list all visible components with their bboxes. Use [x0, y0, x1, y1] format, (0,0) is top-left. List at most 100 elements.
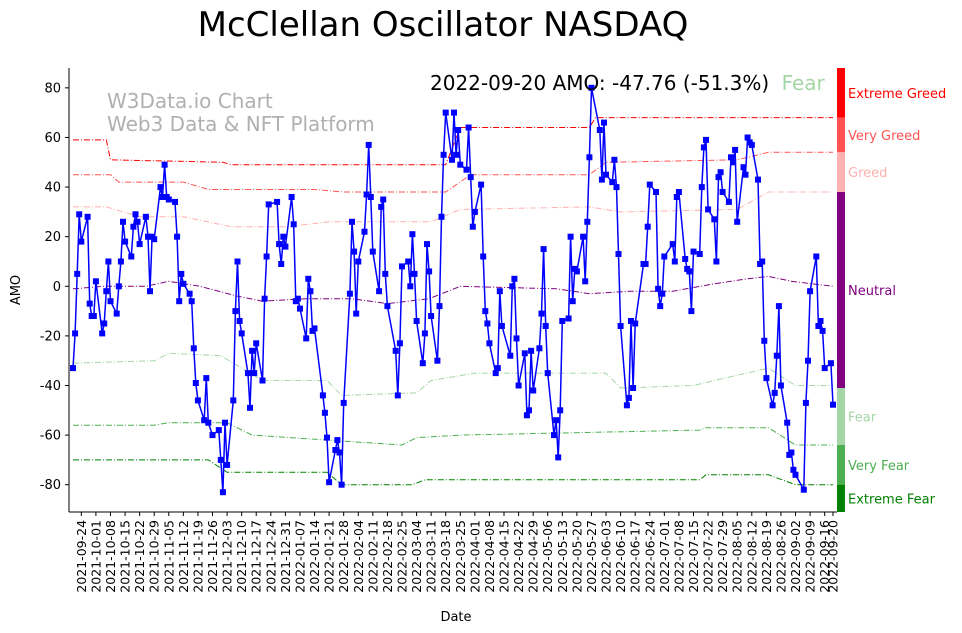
- amo-point: [673, 194, 680, 200]
- amo-point: [290, 221, 297, 228]
- amo-point: [567, 233, 574, 240]
- amo-point: [90, 313, 97, 319]
- amo-point: [792, 471, 799, 478]
- amo-point: [332, 447, 339, 453]
- amo-point: [565, 315, 572, 322]
- x-axis-ticks: 2021-09-24 2021-10-01 2021-10-08 2021-10-15…: [74, 512, 841, 593]
- x-tick-label: 2021-09-24: [74, 520, 89, 593]
- amo-point: [70, 365, 76, 372]
- amo-point: [480, 253, 487, 260]
- x-tick-label: 2022-02-25: [395, 520, 410, 593]
- amo-point: [274, 198, 281, 205]
- amo-point: [453, 151, 460, 158]
- amo-point: [159, 194, 166, 200]
- amo-point: [580, 233, 587, 240]
- x-tick-label: 2021-12-24: [263, 520, 278, 593]
- amo-point: [669, 241, 676, 248]
- amo-point: [336, 449, 343, 456]
- x-tick-label: 2022-05-20: [569, 520, 584, 593]
- amo-point: [205, 419, 212, 426]
- zone-band-0: [837, 68, 845, 118]
- amo-point: [232, 308, 239, 315]
- amo-point: [99, 330, 106, 337]
- x-tick-label: 2022-09-09: [803, 520, 818, 593]
- amo-point: [609, 179, 616, 186]
- amo-point: [657, 303, 664, 310]
- watermark-line-2: Web3 Data & NFT Platform: [107, 112, 375, 136]
- amo-point: [367, 194, 374, 200]
- y-tick-label: 80: [44, 81, 61, 96]
- amo-point: [86, 300, 93, 307]
- amo-point: [732, 146, 739, 153]
- amo-point: [92, 278, 99, 285]
- y-tick-label: 40: [44, 181, 61, 196]
- amo-point: [544, 370, 551, 377]
- amo-point: [526, 407, 532, 414]
- x-tick-label: 2021-11-12: [176, 520, 191, 593]
- y-tick-label: -80: [40, 478, 61, 493]
- amo-point: [705, 206, 712, 213]
- x-tick-label: 2021-11-19: [190, 520, 205, 593]
- amo-point: [363, 191, 370, 198]
- amo-point: [521, 350, 528, 357]
- amo-point: [611, 156, 618, 163]
- amo-point: [392, 347, 399, 354]
- x-tick-label: 2022-03-11: [424, 520, 439, 593]
- amo-point: [467, 174, 474, 181]
- amo-point: [440, 151, 447, 158]
- amo-point: [813, 253, 820, 260]
- band-line-2: [73, 151, 833, 193]
- amo-point: [748, 141, 755, 148]
- amo-point: [713, 258, 720, 265]
- amo-point: [773, 352, 780, 359]
- amo-point: [802, 399, 809, 406]
- amo-point: [105, 258, 112, 265]
- amo-point: [201, 417, 208, 424]
- x-tick-label: 2022-01-28: [336, 520, 351, 593]
- amo-point: [265, 201, 272, 208]
- amo-point: [192, 380, 199, 386]
- x-tick-label: 2022-06-10: [613, 520, 628, 593]
- amo-point: [117, 258, 124, 265]
- amo-point: [151, 236, 158, 243]
- amo-point: [72, 330, 79, 337]
- amo-point: [230, 397, 237, 404]
- amo-point: [449, 156, 455, 163]
- zone-label: Very Fear: [848, 459, 910, 474]
- amo-point: [455, 127, 462, 133]
- amo-point: [557, 407, 564, 414]
- amo-point: [107, 298, 114, 305]
- x-tick-label: 2021-10-15: [118, 520, 133, 593]
- amo-point: [542, 323, 549, 329]
- amo-point: [690, 248, 697, 255]
- zone-band-3: [837, 192, 845, 388]
- amo-point: [145, 233, 151, 240]
- amo-point: [438, 213, 445, 220]
- x-tick-label: 2021-10-22: [132, 520, 147, 593]
- band-line-7: [73, 459, 833, 486]
- amo-point: [253, 340, 260, 347]
- amo-point: [280, 233, 287, 240]
- amo-point: [603, 171, 609, 178]
- amo-point: [76, 211, 83, 218]
- amo-point: [165, 196, 172, 203]
- amo-point: [761, 337, 768, 344]
- amo-point: [365, 141, 372, 148]
- x-tick-label: 2021-11-05: [161, 520, 176, 593]
- amo-point: [103, 288, 110, 295]
- x-tick-label: 2022-04-08: [482, 520, 497, 593]
- x-tick-label: 2022-01-21: [322, 520, 337, 593]
- amo-point: [147, 288, 153, 295]
- amo-point: [625, 394, 632, 401]
- amo-point: [78, 238, 85, 245]
- amo-point: [725, 198, 732, 205]
- amo-point: [596, 127, 603, 133]
- x-tick-label: 2022-08-05: [730, 520, 745, 593]
- amo-point: [194, 397, 201, 404]
- amo-point: [696, 251, 703, 257]
- x-tick-label: 2021-12-31: [278, 520, 293, 593]
- amo-point: [134, 218, 141, 225]
- amo-point: [130, 223, 137, 230]
- amo-point: [351, 248, 358, 255]
- amo-point: [407, 283, 414, 290]
